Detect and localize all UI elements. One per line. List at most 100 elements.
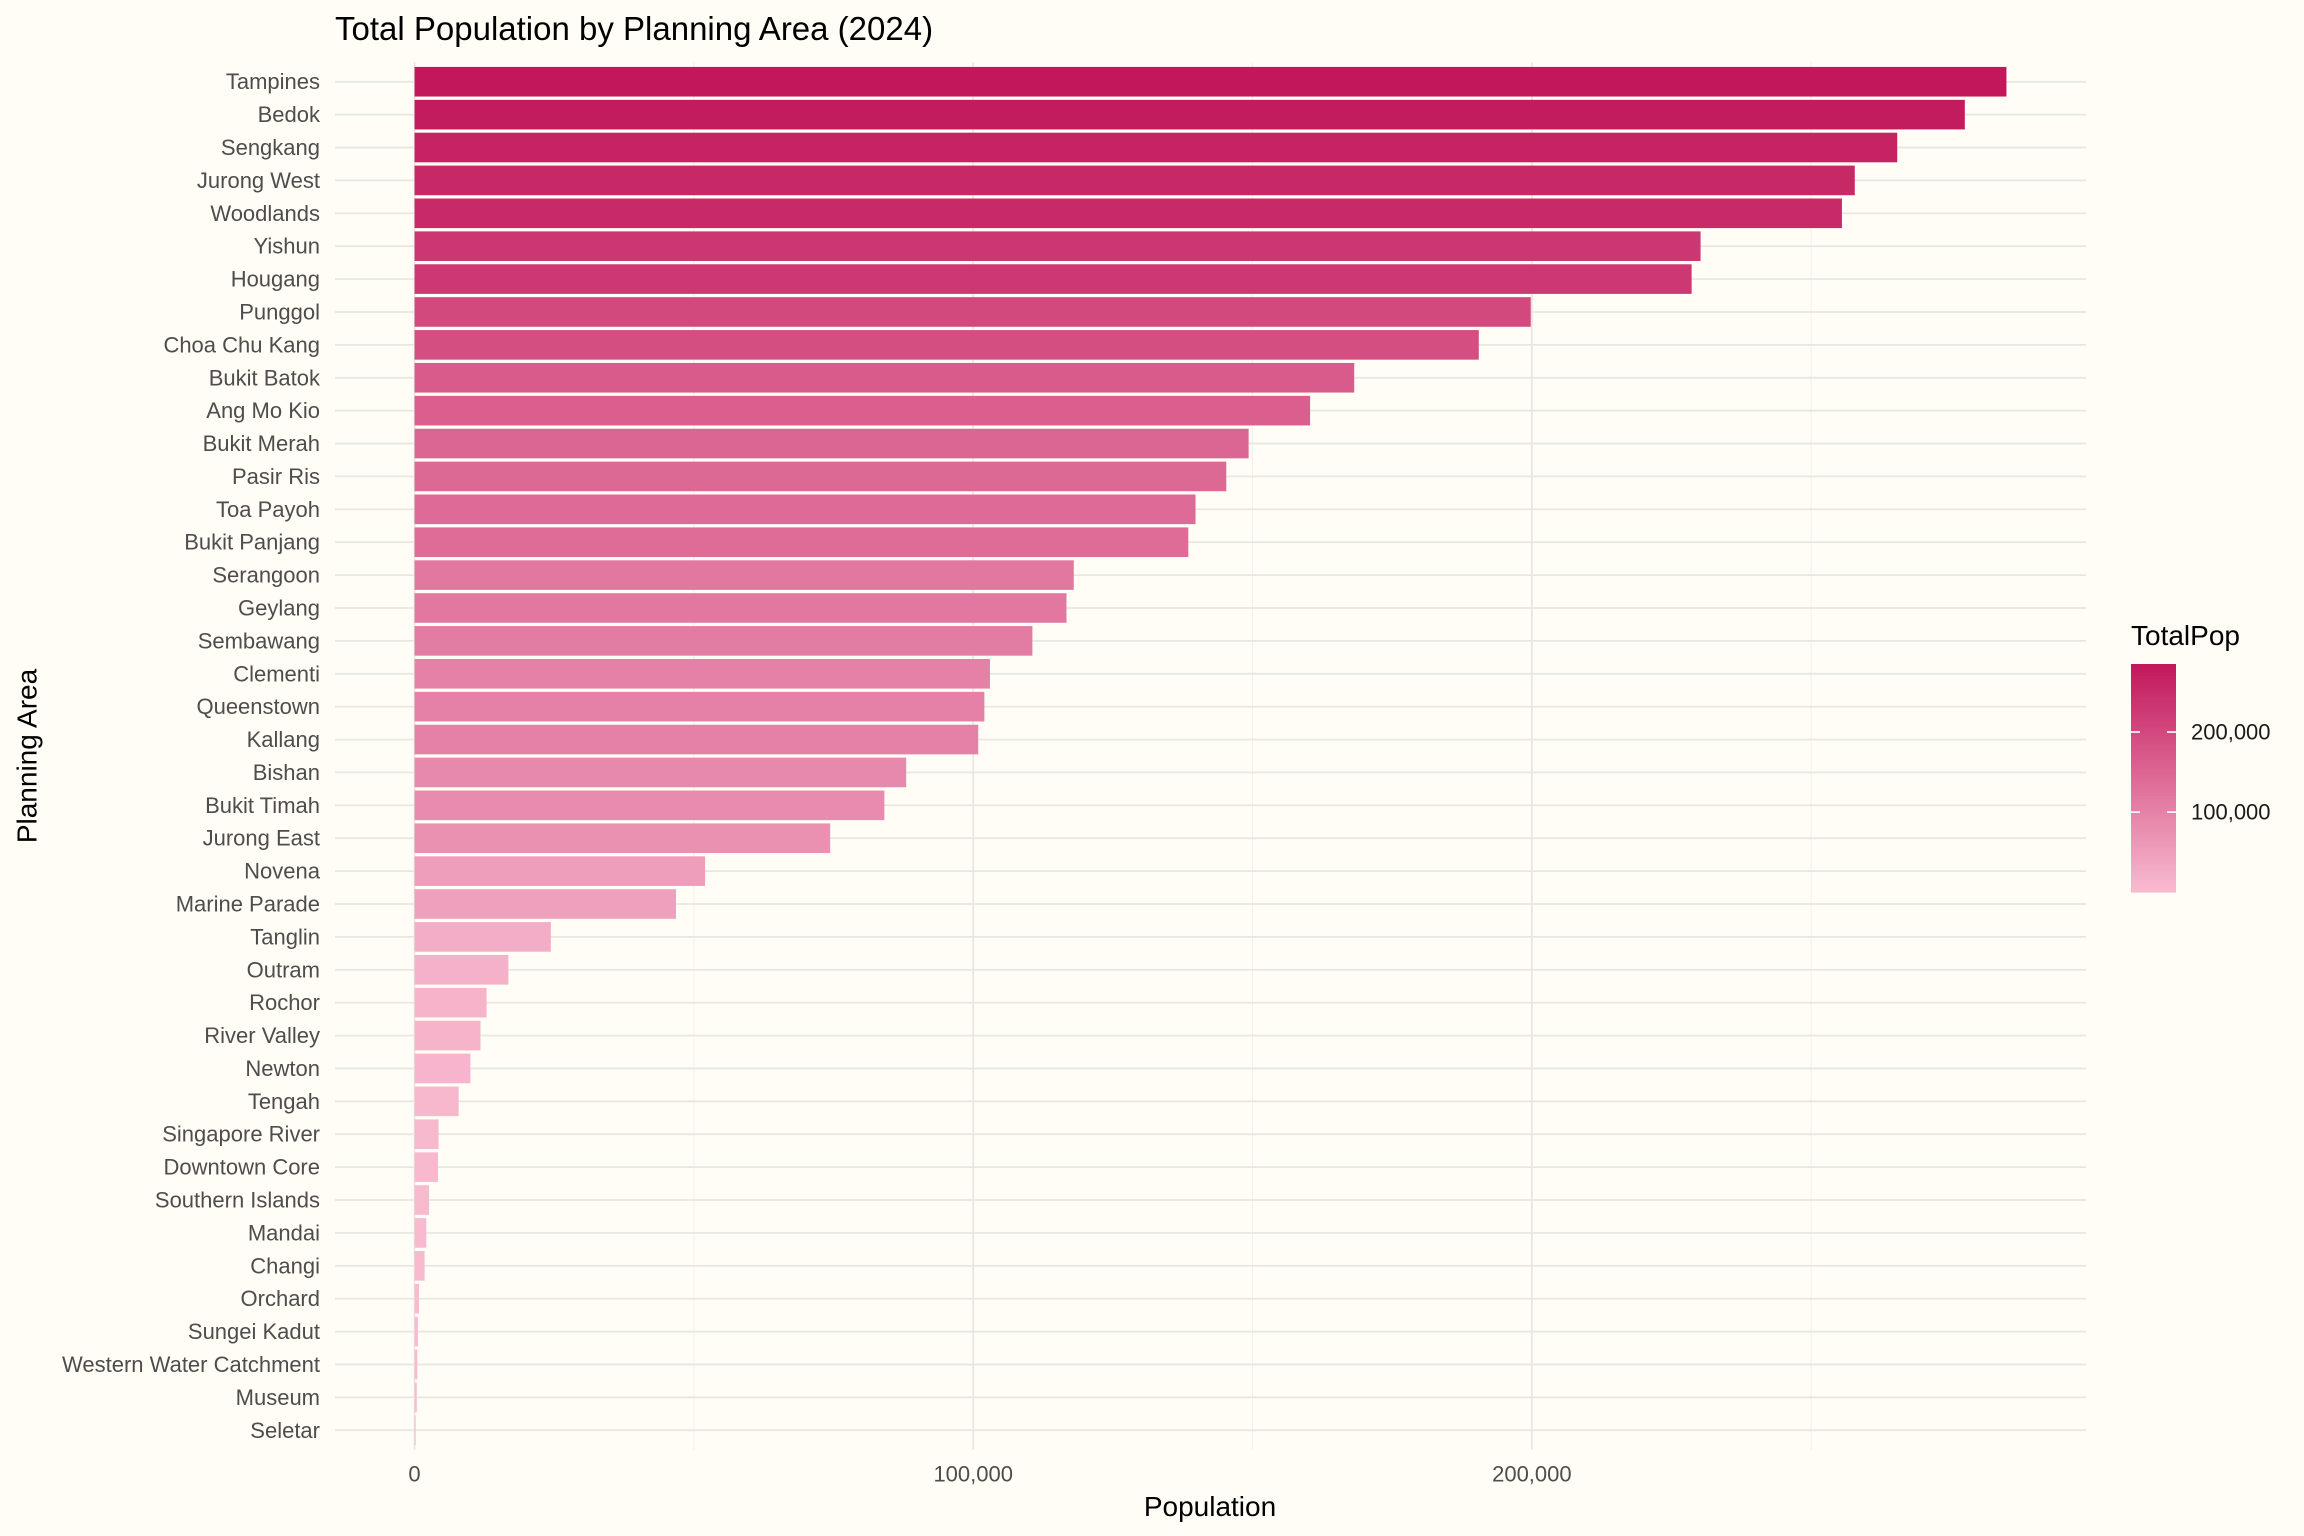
y-tick-label: Woodlands: [210, 201, 320, 226]
colorbar-segment: [2131, 862, 2176, 866]
colorbar-segment: [2131, 664, 2176, 668]
colorbar-segment: [2131, 886, 2176, 890]
x-tick-label: 100,000: [933, 1462, 1013, 1487]
colorbar-segment: [2131, 865, 2176, 869]
colorbar-segment: [2131, 727, 2176, 731]
bar-punggol: [414, 297, 1531, 327]
y-tick-label: Tengah: [248, 1089, 320, 1114]
colorbar-segment: [2131, 781, 2176, 785]
bar-bedok: [414, 99, 1965, 130]
colorbar-segment: [2131, 829, 2176, 833]
colorbar-segment: [2131, 691, 2176, 695]
colorbar-segment: [2131, 700, 2176, 704]
bar-novena: [414, 856, 706, 886]
colorbar-segment: [2131, 853, 2176, 857]
bar-queenstown: [414, 691, 985, 722]
colorbar-segment: [2131, 835, 2176, 839]
y-tick-label: Bukit Panjang: [184, 530, 320, 555]
bar-sembawang: [414, 626, 1033, 656]
bar-newton: [414, 1053, 471, 1084]
colorbar-segment: [2131, 769, 2176, 773]
y-tick-label: Western Water Catchment: [62, 1352, 320, 1377]
bar-marine-parade: [414, 889, 677, 919]
y-tick-label: River Valley: [204, 1023, 320, 1048]
y-tick-label: Outram: [247, 957, 320, 982]
y-tick-label: Rochor: [249, 990, 320, 1015]
bar-mandai: [414, 1218, 427, 1248]
y-tick-label: Jurong West: [197, 168, 320, 193]
y-axis-title: Planning Area: [12, 668, 43, 843]
y-tick-label: Kallang: [247, 727, 320, 752]
bars: [414, 66, 2007, 1446]
y-tick-label: Sengkang: [221, 135, 320, 160]
y-tick-label: Mandai: [248, 1220, 320, 1245]
bar-western-water-catchment: [414, 1349, 418, 1380]
colorbar-segment: [2131, 673, 2176, 677]
bar-sengkang: [414, 132, 1898, 163]
y-tick-label: Clementi: [233, 661, 320, 686]
bar-bukit-panjang: [414, 527, 1189, 558]
y-tick-label: Punggol: [239, 299, 320, 324]
colorbar-segment: [2131, 730, 2176, 734]
y-tick-label: Downtown Core: [163, 1155, 320, 1180]
colorbar-segment: [2131, 751, 2176, 755]
colorbar-segment: [2131, 688, 2176, 692]
colorbar-segment: [2131, 697, 2176, 701]
colorbar-segment: [2131, 667, 2176, 671]
colorbar-ticks: 200,000 100,000: [2131, 720, 2271, 825]
y-tick-label: Tanglin: [250, 924, 320, 949]
legend-title: TotalPop: [2131, 620, 2240, 651]
colorbar-segment: [2131, 790, 2176, 794]
bar-changi: [414, 1251, 425, 1281]
colorbar-segment: [2131, 883, 2176, 887]
bar-serangoon: [414, 560, 1074, 590]
colorbar-segment: [2131, 826, 2176, 830]
colorbar-segment: [2131, 685, 2176, 689]
colorbar-segment: [2131, 736, 2176, 740]
colorbar-segment: [2131, 739, 2176, 743]
bar-toa-payoh: [414, 494, 1196, 525]
colorbar-segment: [2131, 703, 2176, 707]
colorbar-segment: [2131, 877, 2176, 881]
colorbar-segment: [2131, 889, 2176, 893]
colorbar-segment: [2131, 793, 2176, 797]
bar-clementi: [414, 658, 990, 689]
colorbar-segment: [2131, 766, 2176, 770]
y-axis-tick-labels: Tampines Bedok Sengkang Jurong West Woodland…: [62, 69, 321, 1443]
colorbar-segment: [2131, 832, 2176, 836]
bar-ang-mo-kio: [414, 395, 1311, 426]
colorbar-segment: [2131, 748, 2176, 752]
y-tick-label: Marine Parade: [176, 892, 320, 917]
y-tick-label: Bukit Timah: [205, 793, 320, 818]
bar-woodlands: [414, 198, 1842, 229]
bar-bukit-timah: [414, 790, 885, 821]
colorbar-segment: [2131, 871, 2176, 875]
colorbar-segment: [2131, 694, 2176, 698]
bar-southern-islands: [414, 1185, 430, 1215]
colorbar-segment: [2131, 844, 2176, 848]
bar-bukit-batok: [414, 362, 1355, 393]
colorbar-segment: [2131, 754, 2176, 758]
bar-tanglin: [414, 922, 551, 952]
bar-tampines: [414, 66, 2007, 97]
bar-jurong-east: [414, 823, 831, 854]
x-tick-label: 200,000: [1492, 1462, 1572, 1487]
bar-rochor: [414, 987, 487, 1018]
colorbar-segment: [2131, 811, 2176, 815]
colorbar-segment: [2131, 850, 2176, 854]
bar-downtown-core: [414, 1152, 439, 1182]
colorbar-segment: [2131, 715, 2176, 719]
colorbar-segment: [2131, 796, 2176, 800]
colorbar-segment: [2131, 805, 2176, 809]
colorbar-segment: [2131, 787, 2176, 791]
y-tick-label: Newton: [245, 1056, 320, 1081]
colorbar-segment: [2131, 721, 2176, 725]
bar-bukit-merah: [414, 428, 1249, 459]
colorbar-segment: [2131, 709, 2176, 713]
y-tick-label: Queenstown: [196, 694, 320, 719]
y-tick-label: Changi: [250, 1253, 320, 1278]
bar-outram: [414, 954, 509, 985]
colorbar-segment: [2131, 712, 2176, 716]
colorbar-segment: [2131, 847, 2176, 851]
